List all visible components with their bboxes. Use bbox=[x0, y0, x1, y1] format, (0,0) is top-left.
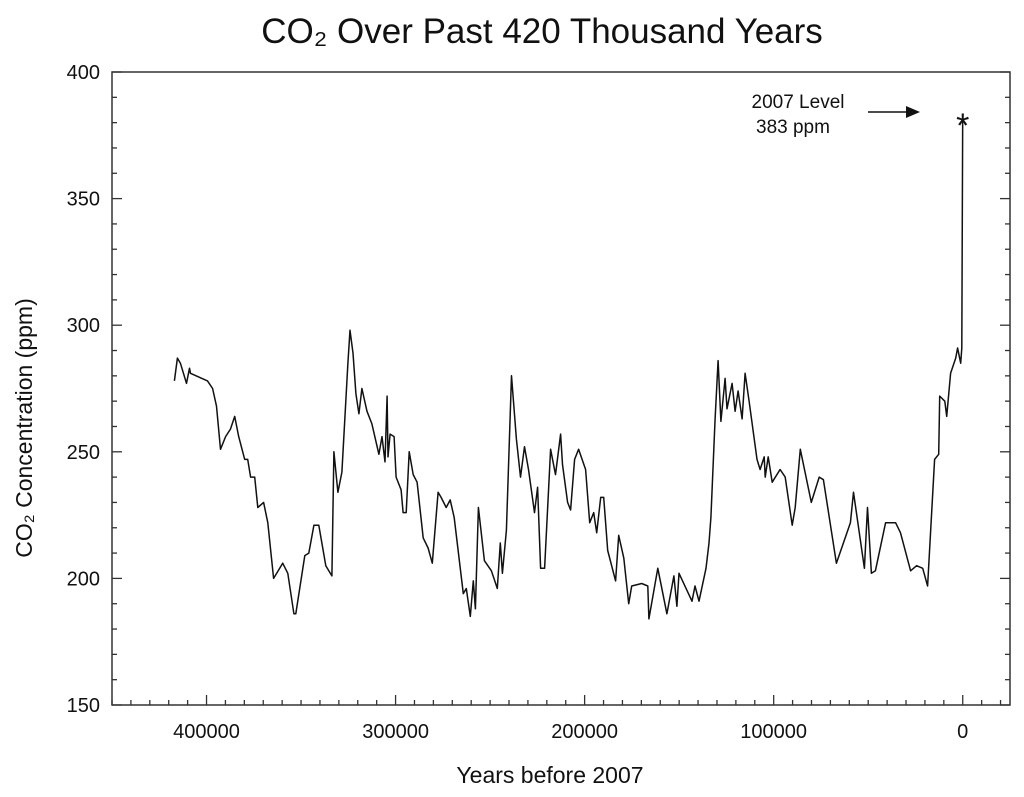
x-tick-labels: 400000 300000 200000 100000 0 bbox=[173, 721, 968, 743]
chart-title: CO₂ Over Past 420 Thousand Years bbox=[261, 12, 823, 51]
x-tick-label: 0 bbox=[957, 721, 968, 743]
y-tick-label: 300 bbox=[67, 315, 100, 337]
arrowhead-icon bbox=[906, 106, 920, 118]
y-tick-label: 350 bbox=[67, 189, 100, 211]
co2-series-line bbox=[173, 114, 964, 620]
axis-ticks bbox=[111, 71, 1010, 706]
y-tick-label: 150 bbox=[67, 695, 100, 717]
x-tick-label: 300000 bbox=[362, 721, 429, 743]
x-tick-label: 400000 bbox=[173, 721, 240, 743]
y-tick-label: 250 bbox=[67, 442, 100, 464]
annotation-line1: 2007 Level bbox=[752, 92, 845, 113]
annotation: 2007 Level 383 ppm bbox=[752, 92, 920, 138]
annotation-line2: 383 ppm bbox=[756, 117, 830, 138]
current-level-marker: * bbox=[956, 107, 969, 145]
x-tick-label: 100000 bbox=[740, 721, 807, 743]
y-axis-label: CO₂ Concentration (ppm) bbox=[11, 298, 37, 557]
x-tick-label: 200000 bbox=[551, 721, 618, 743]
y-tick-label: 400 bbox=[67, 62, 100, 84]
y-tick-labels: 150 200 250 300 350 400 bbox=[67, 62, 100, 717]
x-axis-label: Years before 2007 bbox=[456, 762, 643, 788]
plot-area bbox=[111, 71, 1011, 706]
y-tick-label: 200 bbox=[67, 568, 100, 590]
